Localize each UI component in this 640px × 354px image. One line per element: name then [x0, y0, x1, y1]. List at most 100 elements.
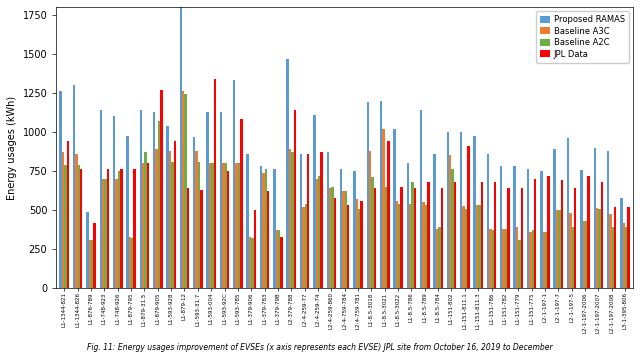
Text: Fig. 11: Energy usages improvement of EVSEs (x axis represents each EVSE) JPL si: Fig. 11: Energy usages improvement of EV…	[87, 343, 553, 353]
Bar	[64, 165, 67, 288]
Bar	[414, 188, 416, 288]
Bar	[100, 110, 102, 288]
Bar	[118, 171, 120, 288]
Bar	[516, 227, 518, 288]
Bar	[214, 79, 216, 288]
Bar	[500, 166, 502, 288]
Bar	[140, 110, 142, 288]
Bar	[76, 154, 77, 288]
Bar	[427, 182, 429, 288]
Bar	[465, 209, 467, 288]
Bar	[380, 101, 382, 288]
Bar	[184, 95, 187, 288]
Bar	[171, 162, 173, 288]
Bar	[474, 136, 476, 288]
Bar	[371, 177, 374, 288]
Legend: Proposed RAMAS, Baseline A3C, Baseline A2C, JPL Data: Proposed RAMAS, Baseline A3C, Baseline A…	[536, 11, 629, 63]
Bar	[612, 227, 614, 288]
Bar	[227, 171, 229, 288]
Bar	[238, 163, 240, 288]
Bar	[369, 151, 371, 288]
Bar	[463, 206, 465, 288]
Bar	[567, 138, 569, 288]
Bar	[627, 207, 630, 288]
Bar	[333, 198, 336, 288]
Bar	[609, 214, 612, 288]
Bar	[508, 188, 509, 288]
Bar	[267, 192, 269, 288]
Bar	[585, 221, 588, 288]
Bar	[358, 209, 360, 288]
Bar	[487, 154, 489, 288]
Bar	[278, 230, 280, 288]
Bar	[233, 80, 236, 288]
Bar	[321, 152, 323, 288]
Bar	[280, 237, 283, 288]
Bar	[80, 170, 83, 288]
Bar	[385, 187, 387, 288]
Bar	[596, 208, 598, 288]
Bar	[153, 112, 156, 288]
Bar	[580, 170, 582, 288]
Bar	[467, 146, 470, 288]
Bar	[436, 229, 438, 288]
Bar	[253, 210, 256, 288]
Bar	[529, 232, 532, 288]
Bar	[406, 163, 409, 288]
Bar	[222, 163, 225, 288]
Bar	[67, 141, 69, 288]
Y-axis label: Energy usages (kWh): Energy usages (kWh)	[7, 96, 17, 200]
Bar	[492, 230, 494, 288]
Bar	[360, 201, 363, 288]
Bar	[420, 110, 422, 288]
Bar	[156, 149, 157, 288]
Bar	[88, 240, 91, 288]
Bar	[129, 237, 131, 288]
Bar	[91, 240, 93, 288]
Bar	[607, 152, 609, 288]
Bar	[147, 163, 149, 288]
Bar	[187, 188, 189, 288]
Bar	[620, 198, 623, 288]
Bar	[236, 163, 238, 288]
Bar	[102, 179, 104, 288]
Bar	[527, 170, 529, 288]
Bar	[449, 155, 451, 288]
Bar	[601, 182, 603, 288]
Bar	[540, 171, 543, 288]
Bar	[262, 173, 264, 288]
Bar	[180, 5, 182, 288]
Bar	[353, 171, 356, 288]
Bar	[447, 132, 449, 288]
Bar	[412, 182, 414, 288]
Bar	[387, 141, 390, 288]
Bar	[518, 240, 520, 288]
Bar	[543, 232, 545, 288]
Bar	[489, 229, 492, 288]
Bar	[134, 170, 136, 288]
Bar	[409, 204, 412, 288]
Bar	[545, 232, 547, 288]
Bar	[104, 179, 107, 288]
Bar	[246, 154, 249, 288]
Bar	[614, 207, 616, 288]
Bar	[157, 121, 160, 288]
Bar	[625, 227, 627, 288]
Bar	[260, 166, 262, 288]
Bar	[169, 151, 171, 288]
Bar	[367, 102, 369, 288]
Bar	[166, 126, 169, 288]
Bar	[478, 205, 481, 288]
Bar	[225, 163, 227, 288]
Bar	[182, 91, 184, 288]
Bar	[287, 58, 289, 288]
Bar	[252, 238, 253, 288]
Bar	[316, 179, 318, 288]
Bar	[340, 170, 342, 288]
Bar	[198, 162, 200, 288]
Bar	[302, 207, 305, 288]
Bar	[476, 205, 478, 288]
Bar	[329, 188, 332, 288]
Bar	[502, 229, 505, 288]
Bar	[556, 210, 558, 288]
